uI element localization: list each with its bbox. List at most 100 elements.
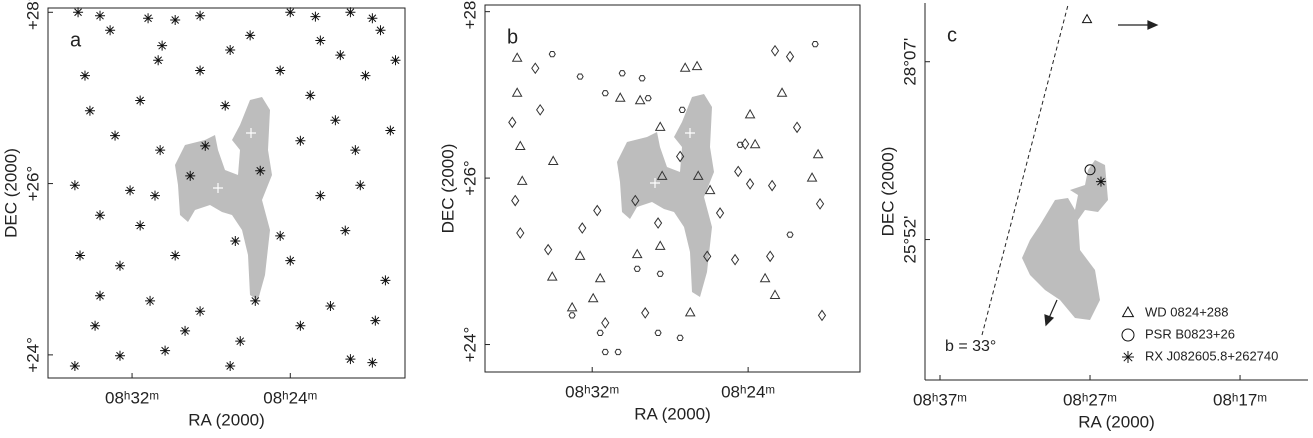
scatter-point xyxy=(587,292,599,303)
x-axis-label: RA (2000) xyxy=(188,410,265,429)
scatter-point xyxy=(679,62,691,72)
x-axis-label: RA (2000) xyxy=(634,404,711,423)
scatter-point xyxy=(576,73,584,80)
scatter-point xyxy=(285,7,296,18)
scatter-point xyxy=(225,44,236,55)
scatter-point xyxy=(153,55,164,66)
scatter-point xyxy=(536,103,545,116)
scatter-point xyxy=(295,135,306,146)
arrow xyxy=(1048,299,1058,319)
scatter-point xyxy=(335,50,346,61)
scatter-point xyxy=(90,320,101,331)
scatter-point xyxy=(380,275,391,286)
scatter-point xyxy=(574,250,586,260)
scatter-point xyxy=(776,87,788,97)
scatter-point xyxy=(618,70,626,77)
scatter-point xyxy=(601,90,609,97)
scatter-point xyxy=(741,138,750,150)
cloud-markers xyxy=(213,128,695,193)
scatter-point xyxy=(345,354,356,365)
scatter-point xyxy=(633,265,641,272)
scatter-point xyxy=(594,272,606,283)
scatter-point xyxy=(734,165,743,178)
scatter-point xyxy=(704,184,716,195)
scatter-point xyxy=(180,325,191,336)
scatter-point xyxy=(692,170,704,180)
scatter-point xyxy=(644,95,652,102)
scatter-point xyxy=(516,227,525,239)
scatter-point xyxy=(195,10,206,21)
scatter-point xyxy=(691,60,703,71)
scatter-point xyxy=(547,155,559,165)
x-tick-label: 08ʰ27ᵐ xyxy=(1063,390,1117,409)
scatter-point xyxy=(1095,176,1106,187)
scatter-point xyxy=(230,235,241,246)
scatter-point xyxy=(1081,13,1093,24)
x-tick-label: 08ʰ17ᵐ xyxy=(1213,390,1267,409)
scatter-point xyxy=(736,141,744,148)
scatter-point xyxy=(786,231,794,238)
scatter-point xyxy=(69,180,80,191)
scatter-point xyxy=(508,116,517,129)
scatter-point xyxy=(275,230,286,241)
scatter-point xyxy=(703,250,712,263)
legend-marker xyxy=(1121,305,1135,318)
scatter-point xyxy=(390,55,401,66)
scatter-point xyxy=(69,361,80,372)
galactic-latitude-line xyxy=(981,4,1069,336)
scatter-point xyxy=(815,198,825,210)
scatter-point xyxy=(1084,164,1096,176)
y-tick-label: +26° xyxy=(460,160,479,196)
scatter-point xyxy=(285,255,296,266)
cloud xyxy=(1022,160,1108,320)
scatter-point xyxy=(73,7,84,18)
y-tick-label: 25°52' xyxy=(900,216,919,264)
scatter-point xyxy=(157,40,168,51)
scatter-point xyxy=(195,306,206,317)
scatter-point xyxy=(114,260,125,271)
scatter-point xyxy=(315,190,326,201)
scatter-point xyxy=(516,175,528,185)
legend-label: RX J082605.8+262740 xyxy=(1145,348,1278,363)
scatter-point xyxy=(593,204,602,217)
scatter-point xyxy=(656,270,664,277)
x-tick-label: 08ʰ24ᵐ xyxy=(721,382,775,401)
scatter-point xyxy=(631,248,643,259)
scatter-point xyxy=(785,50,795,63)
y-tick-label: +24° xyxy=(23,337,42,373)
scatter-point xyxy=(634,94,646,105)
scatter-point xyxy=(601,317,610,329)
scatter-point xyxy=(295,320,306,331)
scatter-point xyxy=(531,62,540,75)
scatter-point xyxy=(79,70,90,81)
arrow-head xyxy=(1147,20,1159,30)
scatter-point xyxy=(375,25,386,36)
scatter-point xyxy=(511,52,523,62)
scatter-point xyxy=(653,217,663,229)
y-axis-label: DEC (2000) xyxy=(878,147,897,237)
scatter-point xyxy=(684,306,696,317)
scatter-point xyxy=(715,207,725,219)
cross xyxy=(213,128,695,193)
cloud xyxy=(617,94,714,297)
scatter-point xyxy=(614,348,622,356)
scatter-point xyxy=(544,243,553,256)
panel-label: c xyxy=(947,24,957,46)
scatter-point xyxy=(310,11,321,22)
scatter-point xyxy=(749,138,761,149)
scatter-point xyxy=(84,105,95,116)
scatter-point xyxy=(654,240,666,250)
y-axis-label: DEC (2000) xyxy=(1,148,20,238)
scatter-point xyxy=(730,253,740,266)
scatter-point xyxy=(767,179,777,192)
y-tick-label: +26° xyxy=(23,166,42,202)
scatter-point xyxy=(360,70,371,81)
y-tick-label: +24° xyxy=(460,327,479,363)
scatter-point xyxy=(812,148,824,159)
x-tick-label: 08ʰ32ᵐ xyxy=(105,388,159,407)
scatter-point xyxy=(745,178,755,190)
scatter-point xyxy=(114,350,125,361)
scatter-point xyxy=(340,225,351,236)
scatter-point xyxy=(385,125,396,136)
